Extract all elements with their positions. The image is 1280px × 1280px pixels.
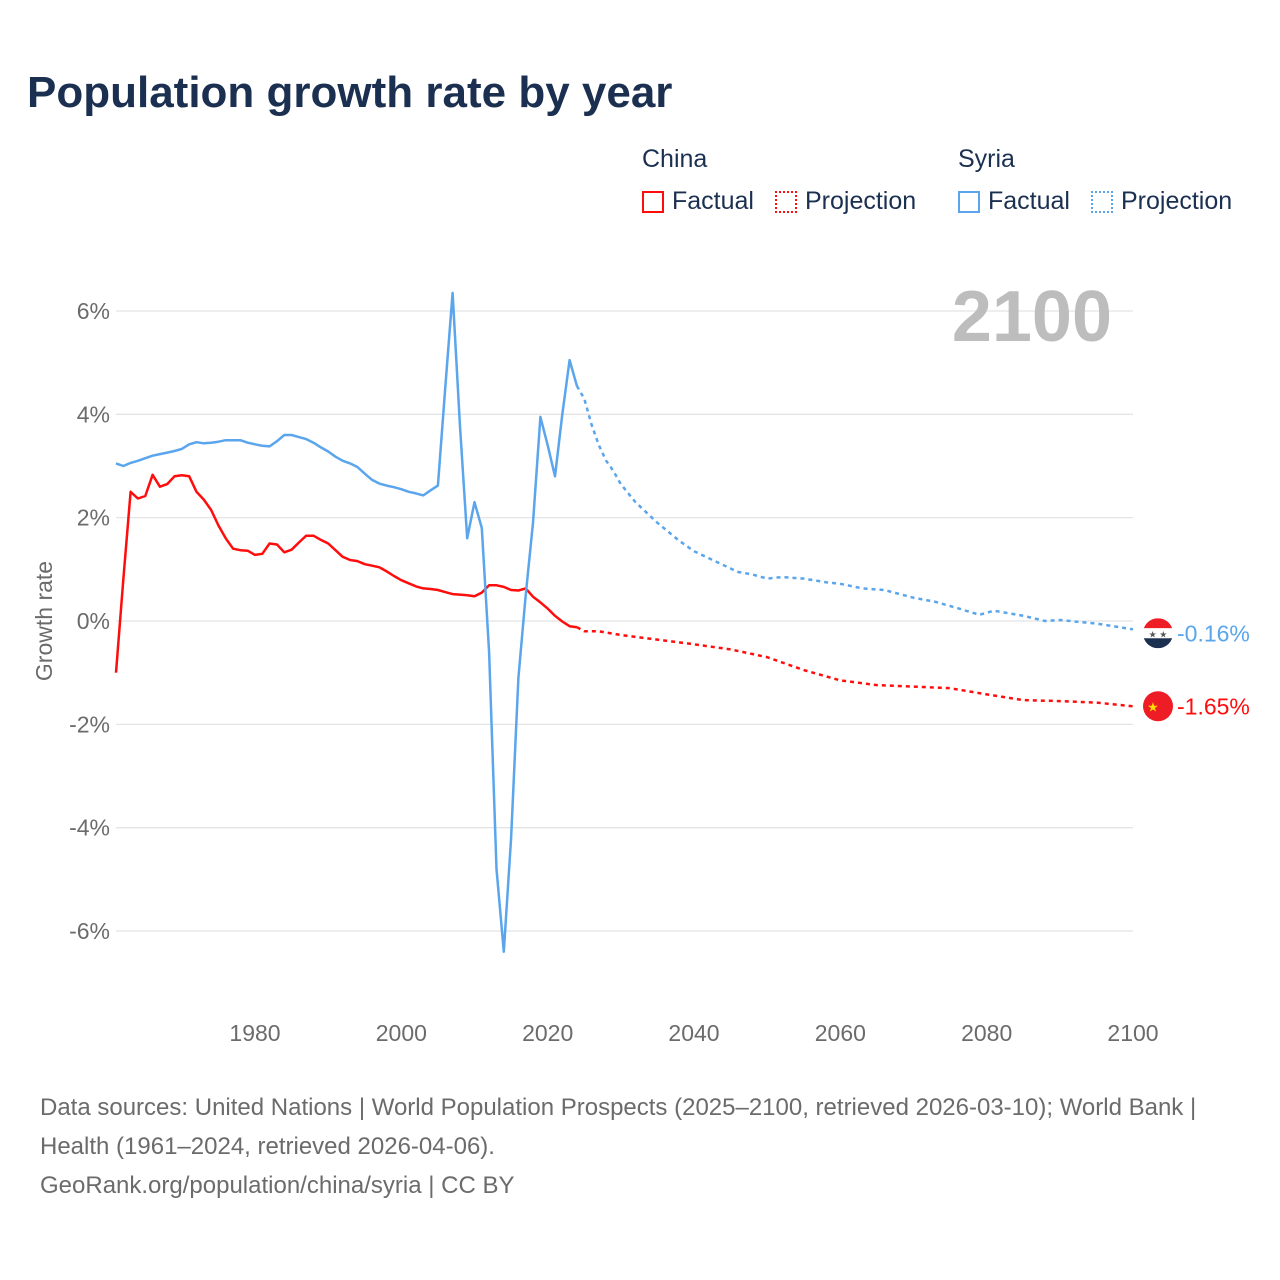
flag-stripe-red [1143, 618, 1173, 629]
flag-circle [1143, 691, 1173, 722]
x-tick-label: 1980 [229, 1020, 280, 1046]
y-tick-label: 4% [77, 401, 110, 427]
china-factual-line [114, 473, 578, 673]
x-tick-label: 2100 [1107, 1020, 1158, 1046]
legend-label: Factual [672, 187, 754, 215]
x-tick-label: 2060 [815, 1020, 866, 1046]
x-tick-label: 2040 [668, 1020, 719, 1046]
y-tick-label: -2% [69, 711, 110, 737]
chart-title: Population growth rate by year [27, 68, 673, 117]
flag-stars: ★ ★ [1149, 629, 1168, 639]
y-tick-label: -4% [69, 815, 110, 841]
syria-projection-line [575, 385, 1134, 631]
data-sources: Data sources: United Nations | World Pop… [40, 1094, 1197, 1160]
y-tick-label: 2% [77, 505, 110, 531]
flag-stripe-white [1143, 628, 1173, 639]
legend-label: Projection [1121, 187, 1233, 215]
legend-label: Factual [988, 187, 1070, 215]
syria-end-label: -0.16% [1177, 620, 1250, 646]
legend-title-china: China [642, 145, 708, 173]
syria-flag-icon: ★ ★ [1143, 618, 1173, 649]
legend-china-factual[interactable]: Factual [642, 187, 754, 216]
x-tick-label: 2080 [961, 1020, 1012, 1046]
legend-title-syria: Syria [958, 145, 1015, 173]
y-tick-label: -6% [69, 918, 110, 944]
legend-swatch-solid [642, 190, 664, 213]
footer: Data sources: United Nations | World Pop… [40, 1088, 1230, 1205]
y-axis-label: Growth rate [31, 561, 57, 681]
legend-swatch-solid [958, 190, 980, 213]
legend-syria-factual[interactable]: Factual [958, 187, 1070, 216]
y-tick-label: 6% [77, 298, 110, 324]
legend-label: Projection [805, 187, 917, 215]
x-tick-label: 2000 [376, 1020, 427, 1046]
flag-stripes: ★ ★ [1143, 618, 1173, 649]
attribution-link[interactable]: GeoRank.org/population/china/syria | CC … [40, 1172, 515, 1199]
legend-swatch-dotted [1091, 190, 1113, 213]
flag-star: ★ [1147, 699, 1159, 714]
syria-factual-line [115, 291, 579, 953]
legend-swatch-dotted [775, 190, 797, 213]
x-tick-label: 2020 [522, 1020, 573, 1046]
legend-syria-projection[interactable]: Projection [1091, 187, 1232, 216]
china-projection-line [576, 626, 1134, 708]
china-end-label: -1.65% [1177, 693, 1250, 719]
y-tick-label: 0% [77, 608, 110, 634]
year-indicator: 2100 [951, 277, 1112, 357]
flag-stripe-dark [1143, 638, 1173, 649]
legend-china-projection[interactable]: Projection [775, 187, 916, 216]
china-flag-icon: ★ [1143, 691, 1173, 722]
